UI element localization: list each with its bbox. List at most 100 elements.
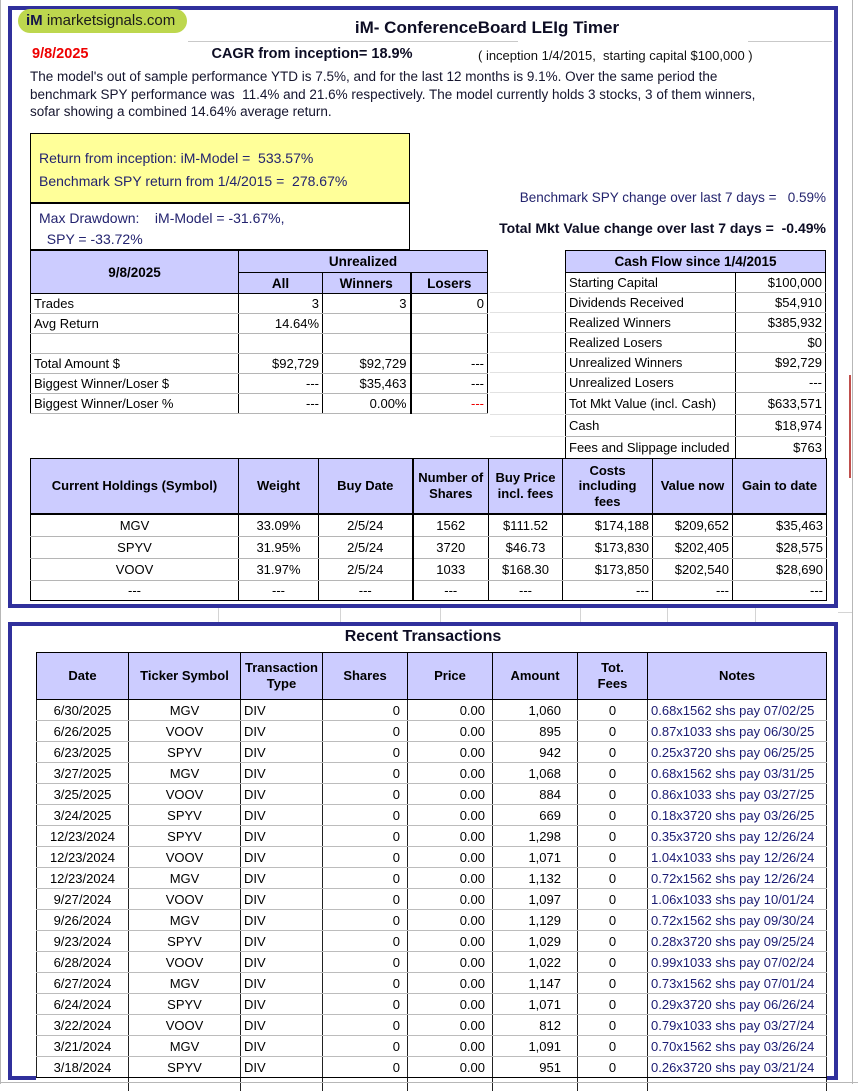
transaction-amount-cell: 1,298 — [493, 826, 578, 847]
col-header-losers: Losers — [411, 273, 488, 294]
return-inception-line: Return from inception: iM-Model = 533.57… — [39, 147, 409, 170]
cell-winners — [323, 334, 411, 354]
transaction-price-cell: 0.00 — [408, 952, 493, 973]
transaction-shares-cell: 0 — [323, 763, 408, 784]
gridline-tick — [580, 608, 581, 622]
transaction-row: 3/25/2025 VOOV DIV 0 0.00 884 0 0.86x103… — [37, 784, 827, 805]
cash-flow-value: $54,910 — [736, 293, 826, 313]
summary-line-1: The model's out of sample performance YT… — [30, 68, 826, 86]
holdings-table: Current Holdings (Symbol) Weight Buy Dat… — [30, 458, 827, 601]
transaction-type-cell: DIV — [241, 847, 323, 868]
transaction-shares-cell: 0 — [323, 910, 408, 931]
transaction-shares-cell: 0 — [323, 1036, 408, 1057]
transaction-price-cell: 0.00 — [408, 784, 493, 805]
performance-summary-text: The model's out of sample performance YT… — [30, 68, 826, 121]
transaction-shares-cell: 0 — [323, 931, 408, 952]
transaction-shares-cell: 0 — [323, 1015, 408, 1036]
transaction-row: 3/27/2025 MGV DIV 0 0.00 1,068 0 0.68x15… — [37, 763, 827, 784]
transaction-fees-cell: 0 — [578, 952, 648, 973]
transaction-row: 9/23/2024 SPYV DIV 0 0.00 1,029 0 0.28x3… — [37, 931, 827, 952]
cell-losers: --- — [411, 394, 488, 414]
col-header-buy-date: Buy Date — [319, 459, 413, 515]
cash-flow-label: Unrealized Losers — [566, 373, 736, 393]
col-header-symbol: Current Holdings (Symbol) — [31, 459, 239, 515]
holding-symbol-cell: SPYV — [31, 536, 239, 558]
gridline-tick — [755, 608, 756, 622]
gridline — [490, 414, 564, 415]
transaction-shares-cell: 0 — [323, 742, 408, 763]
col-header-winners: Winners — [323, 273, 411, 294]
cash-flow-label: Fees and Slippage included — [566, 437, 736, 459]
transaction-fees-cell: 0 — [578, 742, 648, 763]
transaction-price-cell: 0.00 — [408, 721, 493, 742]
transaction-type-cell: DIV — [241, 973, 323, 994]
transaction-row: 3/18/2024 SPYV DIV 0 0.00 951 0 0.26x372… — [37, 1057, 827, 1078]
col-header-amount: Amount — [493, 653, 578, 700]
brand-mark: iM — [26, 12, 43, 29]
cash-flow-row: Cash $18,974 — [566, 415, 826, 437]
transaction-type-cell: DIV — [241, 868, 323, 889]
cash-flow-value: $18,974 — [736, 415, 826, 437]
transaction-row: 12/23/2024 MGV DIV 0 0.00 1,132 0 0.72x1… — [37, 868, 827, 889]
transaction-date-cell: 3/25/2025 — [37, 784, 129, 805]
transaction-ticker-cell: SPYV — [129, 994, 241, 1015]
recent-transactions-panel: Recent Transactions Date Ticker Symbol T… — [8, 622, 838, 1080]
page-edge-right — [852, 0, 853, 1084]
holdings-rows: MGV 33.09% 2/5/24 1562 $111.52 $174,188 … — [31, 514, 827, 600]
table-row — [31, 334, 488, 354]
transaction-price-cell: 0.00 — [408, 931, 493, 952]
row-label — [31, 334, 239, 354]
transaction-amount-cell: 1,071 — [493, 994, 578, 1015]
gridline — [490, 436, 564, 437]
row-label: Trades — [31, 294, 239, 314]
col-header-all: All — [239, 273, 323, 294]
transaction-date-cell: 9/23/2024 — [37, 931, 129, 952]
transaction-price-cell: 0.00 — [408, 1036, 493, 1057]
holding-buy-date-cell: 2/5/24 — [319, 514, 413, 536]
cell-all — [239, 334, 323, 354]
transaction-notes-cell: 0.68x1562 shs pay 03/31/25 — [648, 763, 827, 784]
transaction-type-cell: DIV — [241, 910, 323, 931]
table-row: Biggest Winner/Loser % --- 0.00% --- — [31, 394, 488, 414]
transaction-date-cell: 6/26/2025 — [37, 721, 129, 742]
holding-value-now-cell: $202,540 — [653, 558, 733, 580]
holding-buy-date-cell: 2/5/24 — [319, 558, 413, 580]
cash-flow-value: --- — [736, 373, 826, 393]
transaction-ticker-cell: MGV — [129, 910, 241, 931]
cell-all: --- — [239, 374, 323, 394]
transaction-type-cell: DIV — [241, 805, 323, 826]
transaction-shares-cell: 0 — [323, 700, 408, 721]
holding-symbol-cell: --- — [31, 580, 239, 600]
transaction-type-cell: DIV — [241, 952, 323, 973]
transaction-row: 6/23/2025 SPYV DIV 0 0.00 942 0 0.25x372… — [37, 742, 827, 763]
transaction-date-cell: 9/27/2024 — [37, 889, 129, 910]
transaction-date-cell: 3/27/2025 — [37, 763, 129, 784]
cash-flow-title: Cash Flow since 1/4/2015 — [566, 251, 826, 273]
gridline-tick — [667, 608, 668, 622]
col-header-fees: Tot. Fees — [578, 653, 648, 700]
transaction-shares-cell: 0 — [323, 994, 408, 1015]
transaction-date-cell: 12/23/2024 — [37, 847, 129, 868]
performance-summary-panel: iM imarketsignals.com iM- ConferenceBoar… — [8, 6, 838, 608]
cash-flow-value: $633,571 — [736, 393, 826, 415]
divider-line — [748, 41, 832, 42]
drawdown-spy-line: SPY = -33.72% — [39, 229, 409, 250]
transaction-row: 3/21/2024 MGV DIV 0 0.00 1,091 0 0.70x15… — [37, 1036, 827, 1057]
cash-flow-row: Realized Winners $385,932 — [566, 313, 826, 333]
empty-trailing-row — [37, 1078, 827, 1091]
transaction-fees-cell: 0 — [578, 910, 648, 931]
transaction-shares-cell: 0 — [323, 784, 408, 805]
transaction-ticker-cell: MGV — [129, 973, 241, 994]
holding-buy-price-cell: $168.30 — [489, 558, 563, 580]
row-label: Biggest Winner/Loser % — [31, 394, 239, 414]
transaction-ticker-cell: VOOV — [129, 847, 241, 868]
gridline — [490, 392, 564, 393]
transaction-fees-cell: 0 — [578, 805, 648, 826]
transaction-amount-cell: 1,022 — [493, 952, 578, 973]
transaction-amount-cell: 884 — [493, 784, 578, 805]
transaction-fees-cell: 0 — [578, 889, 648, 910]
transaction-notes-cell: 0.18x3720 shs pay 03/26/25 — [648, 805, 827, 826]
total-mkt-change-line: Total Mkt Value change over last 7 days … — [394, 220, 826, 236]
transaction-notes-cell: 0.29x3720 shs pay 06/26/24 — [648, 994, 827, 1015]
transaction-amount-cell: 895 — [493, 721, 578, 742]
